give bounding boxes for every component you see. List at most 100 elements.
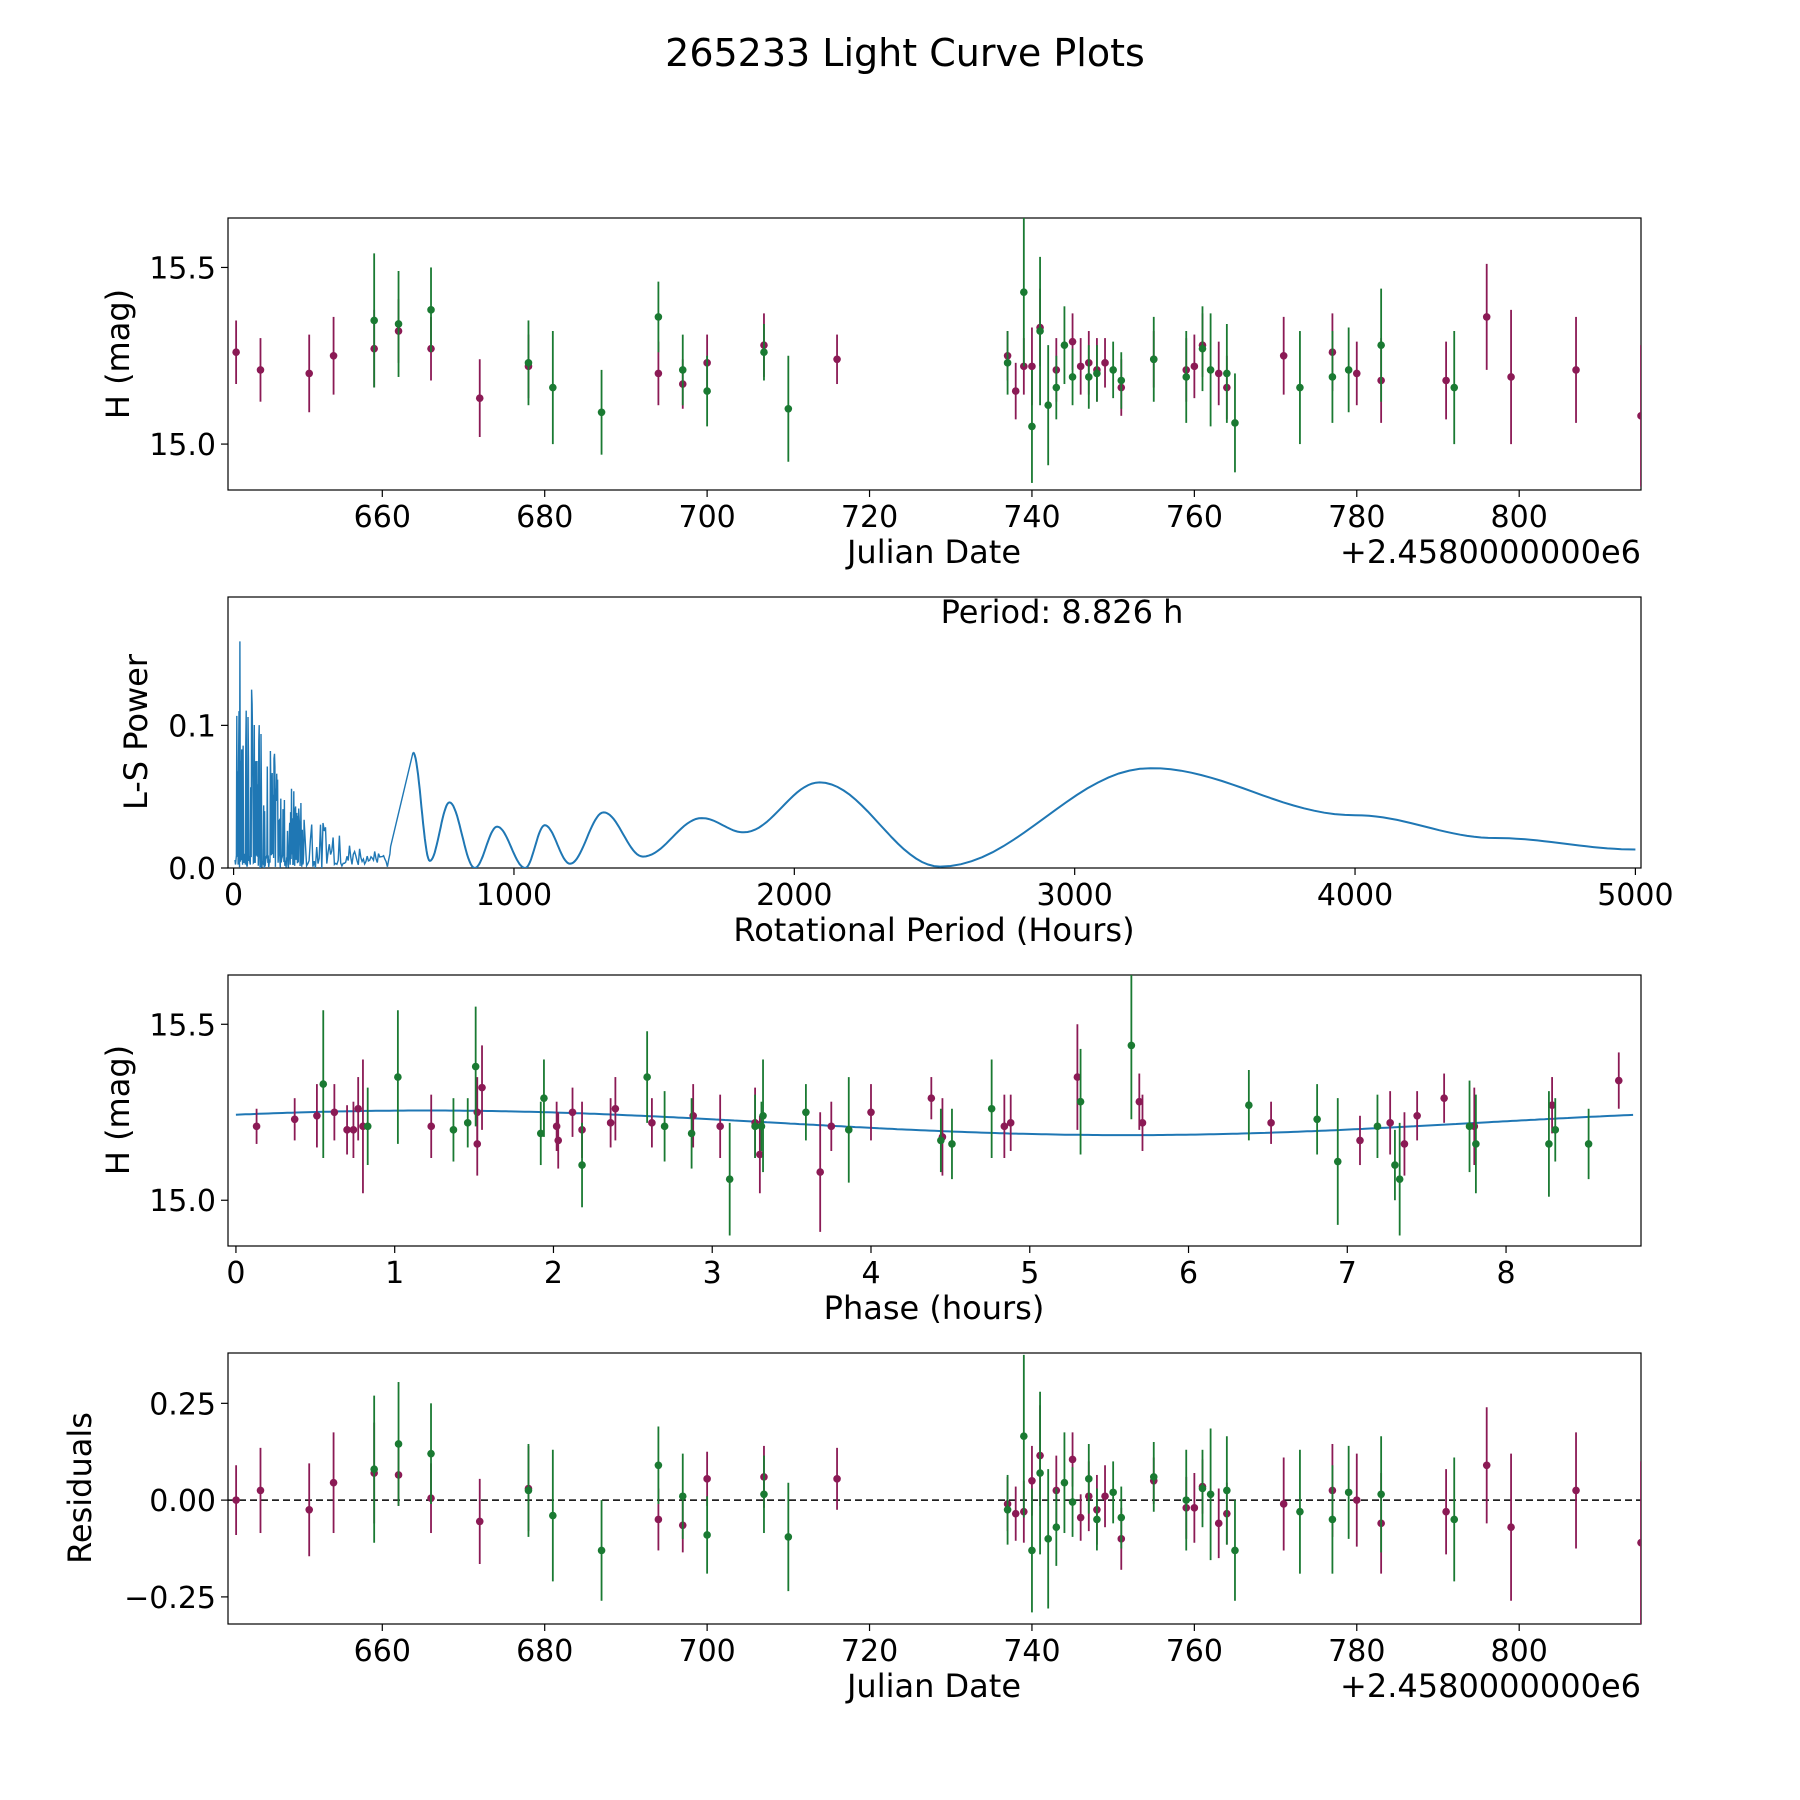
lightcurve-y-ticks: 15.0 15.5	[149, 251, 228, 463]
phased-point	[844, 1126, 853, 1134]
periodogram-plot-frame	[227, 596, 1642, 869]
residuals-point	[654, 1461, 663, 1470]
phased-point	[1440, 1094, 1448, 1102]
lightcurve-point	[1279, 351, 1288, 360]
residuals-point	[305, 1505, 314, 1514]
residuals-point	[1377, 1490, 1385, 1499]
phased-point	[759, 1111, 767, 1120]
phased-point	[394, 1073, 402, 1081]
lightcurve-point	[256, 366, 265, 374]
lightcurve-point	[1109, 366, 1117, 374]
lightcurve-point	[1093, 369, 1101, 378]
residuals-point	[1507, 1523, 1515, 1532]
periodogram-xtick-label: 2000	[756, 878, 832, 913]
phased-point	[687, 1129, 696, 1138]
periodogram-xtick-label: 3000	[1036, 878, 1112, 913]
phased-point	[1373, 1122, 1382, 1131]
lightcurve-point	[1482, 313, 1491, 321]
phased-xtick-label: 6	[1179, 1256, 1198, 1291]
phased-point	[1138, 1119, 1147, 1127]
lightcurve-point	[1223, 369, 1231, 378]
residuals-offset-label: +2.4580000000e6	[1340, 1667, 1641, 1705]
phased-point	[1076, 1097, 1085, 1106]
lightcurve-point	[1328, 373, 1337, 381]
phased-point	[554, 1136, 563, 1145]
lightcurve-x-ticks: 660 680 700 720 740 760 780 800	[354, 490, 1548, 535]
periodogram-marks	[234, 641, 1636, 868]
lightcurve-point	[1101, 359, 1109, 367]
lightcurve-point	[1442, 376, 1450, 385]
residuals-point	[1442, 1507, 1450, 1516]
lightcurve-point	[232, 348, 240, 357]
phased-point	[349, 1126, 358, 1134]
phased-point	[751, 1122, 759, 1131]
lightcurve-point	[1028, 362, 1036, 371]
residuals-point	[524, 1486, 533, 1495]
residuals-point	[1231, 1546, 1239, 1555]
residuals-xtick-label: 780	[1328, 1634, 1385, 1669]
phased-point	[725, 1175, 734, 1183]
lightcurve-point	[475, 394, 484, 402]
residuals-point	[1637, 1538, 1641, 1547]
lightcurve-point	[784, 404, 793, 413]
phased-point	[816, 1168, 824, 1176]
residuals-point	[1572, 1486, 1580, 1495]
periodogram-ylabel: L-S Power	[117, 653, 155, 810]
phased-point	[1472, 1140, 1480, 1148]
lightcurve-point	[1214, 369, 1223, 378]
residuals-marks	[228, 1354, 1641, 1624]
phased-point	[1313, 1115, 1321, 1124]
lightcurve-point	[1028, 422, 1036, 431]
residuals-point	[654, 1515, 663, 1524]
lightcurve-point	[1231, 419, 1239, 427]
lightcurve-ytick-label: 15.5	[149, 251, 216, 286]
phased-xtick-label: 7	[1338, 1256, 1357, 1291]
residuals-point	[703, 1531, 711, 1539]
lightcurve-point	[1377, 341, 1385, 349]
phased-point	[802, 1108, 810, 1117]
residuals-point	[1028, 1476, 1036, 1485]
periodogram-noise-line	[234, 641, 414, 868]
phased-xtick-label: 4	[861, 1256, 880, 1291]
phased-model-curve	[235, 1109, 1634, 1137]
lightcurve-offset-label: +2.4580000000e6	[1340, 533, 1641, 571]
phased-point	[1551, 1126, 1560, 1134]
phased-point	[1413, 1111, 1421, 1120]
phased-point	[1386, 1119, 1394, 1127]
phased-point	[948, 1140, 956, 1148]
lightcurve-xtick-label: 700	[678, 500, 735, 535]
lightcurve-ylabel: H (mag)	[99, 289, 137, 419]
phased-plot-frame	[227, 974, 1642, 1247]
phased-point	[648, 1119, 656, 1127]
lightcurve-point	[1182, 373, 1191, 381]
residuals-point	[1190, 1504, 1199, 1512]
phased-point	[540, 1094, 548, 1102]
lightcurve-point	[1036, 327, 1044, 335]
residuals-xlabel: Julian Date	[845, 1667, 1021, 1705]
residuals-point	[329, 1478, 338, 1487]
lightcurve-data-area	[232, 218, 1641, 487]
lightcurve-point	[1011, 387, 1020, 395]
residuals-point	[1296, 1507, 1304, 1516]
phased-point	[1400, 1140, 1409, 1148]
lightcurve-point	[1637, 412, 1641, 420]
phased-ytick-label: 15.5	[149, 1008, 216, 1043]
lightcurve-point	[1076, 362, 1085, 371]
periodogram-x-ticks: 0 1000 2000 3000 4000 5000	[224, 868, 1674, 913]
residuals-ytick-label: −0.25	[124, 1581, 216, 1616]
periodogram-y-ticks: 0.0 0.1	[168, 709, 228, 887]
phased-point	[252, 1122, 261, 1131]
panel-lightcurve: 660 680 700 720 740 760 780 800 15.0 15.5 Julian…	[99, 217, 1642, 571]
lightcurve-point	[760, 348, 768, 357]
residuals-point	[1060, 1478, 1069, 1487]
residuals-x-ticks: 660 680 700 720 740 760 780 800	[354, 1624, 1548, 1669]
lightcurve-marks	[232, 218, 1641, 487]
phased-point	[463, 1119, 472, 1127]
residuals-point	[1036, 1469, 1044, 1477]
residuals-point	[1344, 1488, 1353, 1497]
residuals-point	[1011, 1509, 1020, 1518]
periodogram-xtick-label: 0	[224, 878, 243, 913]
residuals-point	[597, 1546, 606, 1555]
phased-point	[611, 1104, 620, 1113]
